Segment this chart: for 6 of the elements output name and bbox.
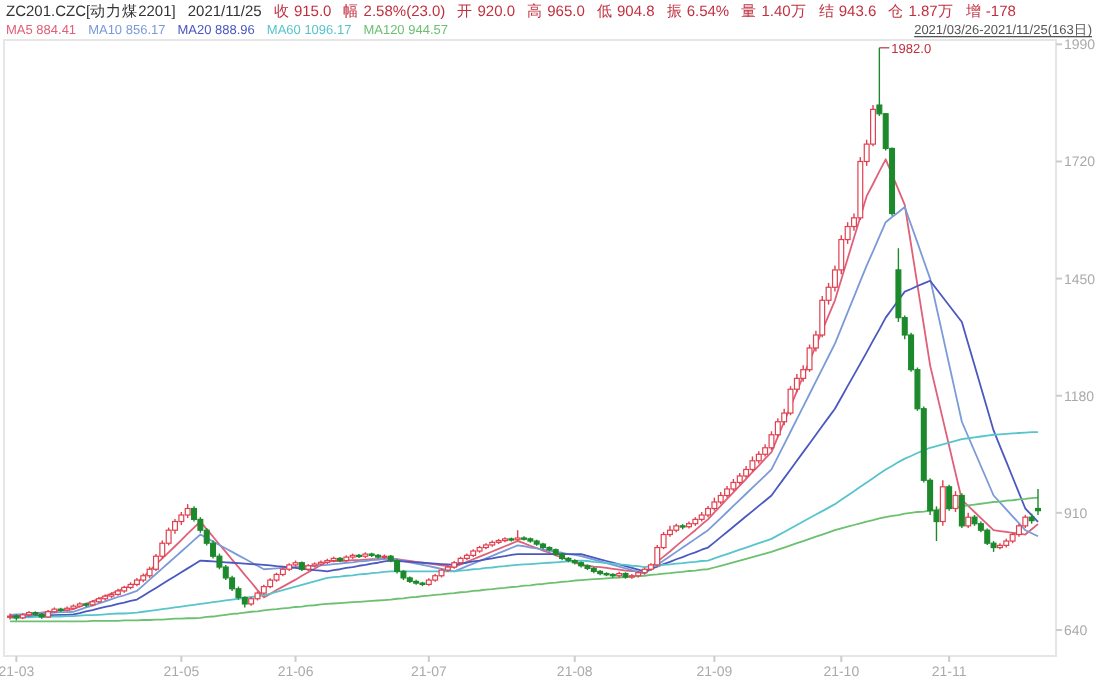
candlestick [1035,488,1041,516]
candlestick [958,492,965,529]
candlestick [946,483,953,512]
line-series [9,431,1039,619]
candlestick [939,479,946,527]
candlestick [952,490,959,513]
